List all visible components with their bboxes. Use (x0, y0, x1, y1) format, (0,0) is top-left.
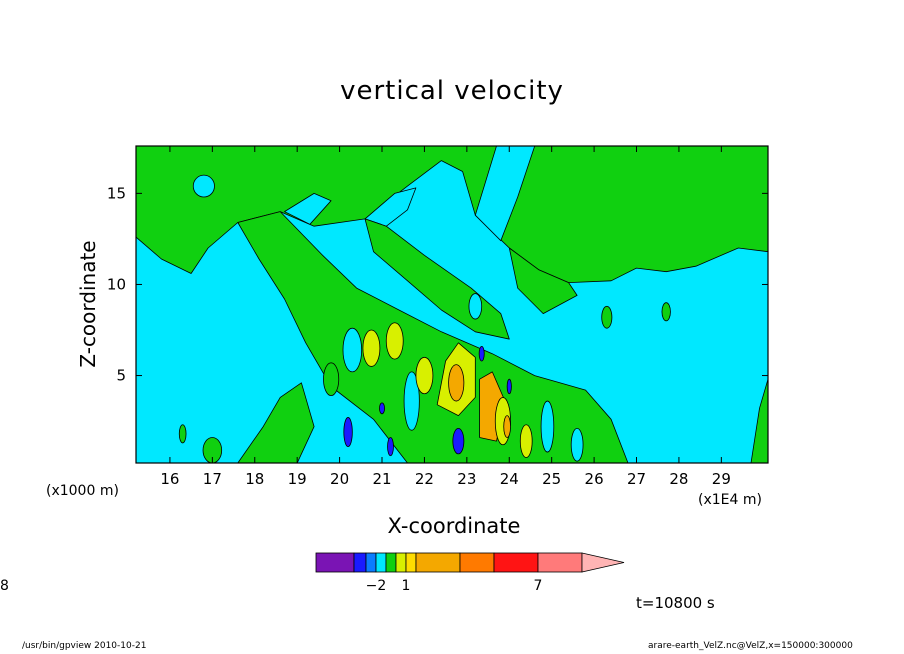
colorbar-segment (385, 552, 397, 573)
cyan-gap-1 (403, 371, 420, 431)
colorbar-label: 1 (402, 578, 411, 594)
green-sliver-4 (601, 305, 613, 329)
x-tick-label: 29 (712, 470, 731, 488)
cyan-gap-4 (570, 427, 584, 462)
cyan-gap-3 (342, 327, 363, 373)
right-edge-green (750, 378, 768, 463)
x-tick-label: 21 (372, 470, 391, 488)
colorbar-segment (405, 552, 417, 573)
central-green-plume (237, 211, 629, 463)
cyan-pocket-2 (192, 174, 215, 198)
footer-program-date: /usr/bin/gpview 2010-10-21 (22, 641, 147, 651)
x-tick-label: 16 (160, 470, 179, 488)
yellow-core-3 (415, 356, 434, 395)
colorbar-segment (395, 552, 407, 573)
x-tick-label: 23 (457, 470, 476, 488)
colorbar-arrow (581, 552, 625, 573)
x-tick-label: 28 (669, 470, 688, 488)
footer-data-source: arare-earth_VelZ.nc@VelZ,x=150000:300000 (648, 641, 853, 651)
x-tick-label: 22 (415, 470, 434, 488)
green-sliver-2 (178, 424, 187, 444)
orange-core-1 (448, 364, 465, 402)
x-tick-label: 19 (288, 470, 307, 488)
right-plume-tail (508, 247, 578, 314)
x-tick-label: 20 (330, 470, 349, 488)
blue-downdraft-3 (452, 427, 465, 455)
time-annotation: t=10800 s (636, 594, 715, 612)
y-tick-label: 15 (107, 184, 126, 202)
x-tick-label: 24 (500, 470, 519, 488)
yellow-core-6 (519, 424, 533, 458)
colorbar-segment (375, 552, 387, 573)
lower-left-green (237, 382, 315, 463)
x-tick-label: 17 (203, 470, 222, 488)
upper-green-region (136, 146, 768, 283)
blue-downdraft-2 (387, 437, 394, 457)
x-tick-label: 27 (627, 470, 646, 488)
cyan-channel-upper (474, 146, 536, 242)
cyan-gap-5 (468, 293, 483, 320)
colorbar-label: −2 (366, 578, 387, 594)
cyan-gap-2 (540, 400, 555, 453)
chart-title: vertical velocity (340, 76, 564, 106)
y-tick-label: 5 (116, 367, 126, 385)
colorbar-label: 7 (534, 578, 543, 594)
colorbar-label: 18 (0, 578, 9, 594)
colorbar-segment (415, 552, 461, 573)
x-axis-label: X-coordinate (387, 514, 521, 538)
x-tick-label: 25 (542, 470, 561, 488)
blue-downdraft-4 (478, 346, 485, 362)
y-tick-label: 10 (107, 275, 126, 293)
green-sliver-1 (202, 437, 223, 463)
colorbar: −2 1 7 18 (0, 552, 625, 594)
x-tick-label: 18 (245, 470, 264, 488)
colorbar-segment (315, 552, 355, 573)
blue-downdraft-1 (343, 417, 353, 448)
yellow-core-1 (362, 329, 381, 367)
colorbar-segment (353, 552, 367, 573)
x-axis-scale: (x1E4 m) (698, 492, 762, 508)
colorbar-segment (459, 552, 495, 573)
cyan-pocket-1 (284, 193, 332, 225)
colorbar-segment (493, 552, 539, 573)
orange-core-3 (503, 415, 511, 438)
plot-frame (135, 145, 769, 464)
yellow-core-2 (385, 322, 404, 360)
blue-downdraft-6 (379, 402, 385, 415)
axis-ticks: 16 17 18 19 20 21 22 23 24 25 26 27 28 29 5 10 15 (107, 146, 768, 488)
colorbar-segment (365, 552, 377, 573)
y-axis-unit: (x1000 m) (46, 483, 119, 499)
contour-field (136, 146, 768, 463)
colorbar-segment (537, 552, 583, 573)
green-sliver-3 (323, 362, 340, 396)
green-sliver-5 (661, 302, 671, 322)
blue-downdraft-5 (506, 378, 512, 395)
x-tick-label: 26 (585, 470, 604, 488)
